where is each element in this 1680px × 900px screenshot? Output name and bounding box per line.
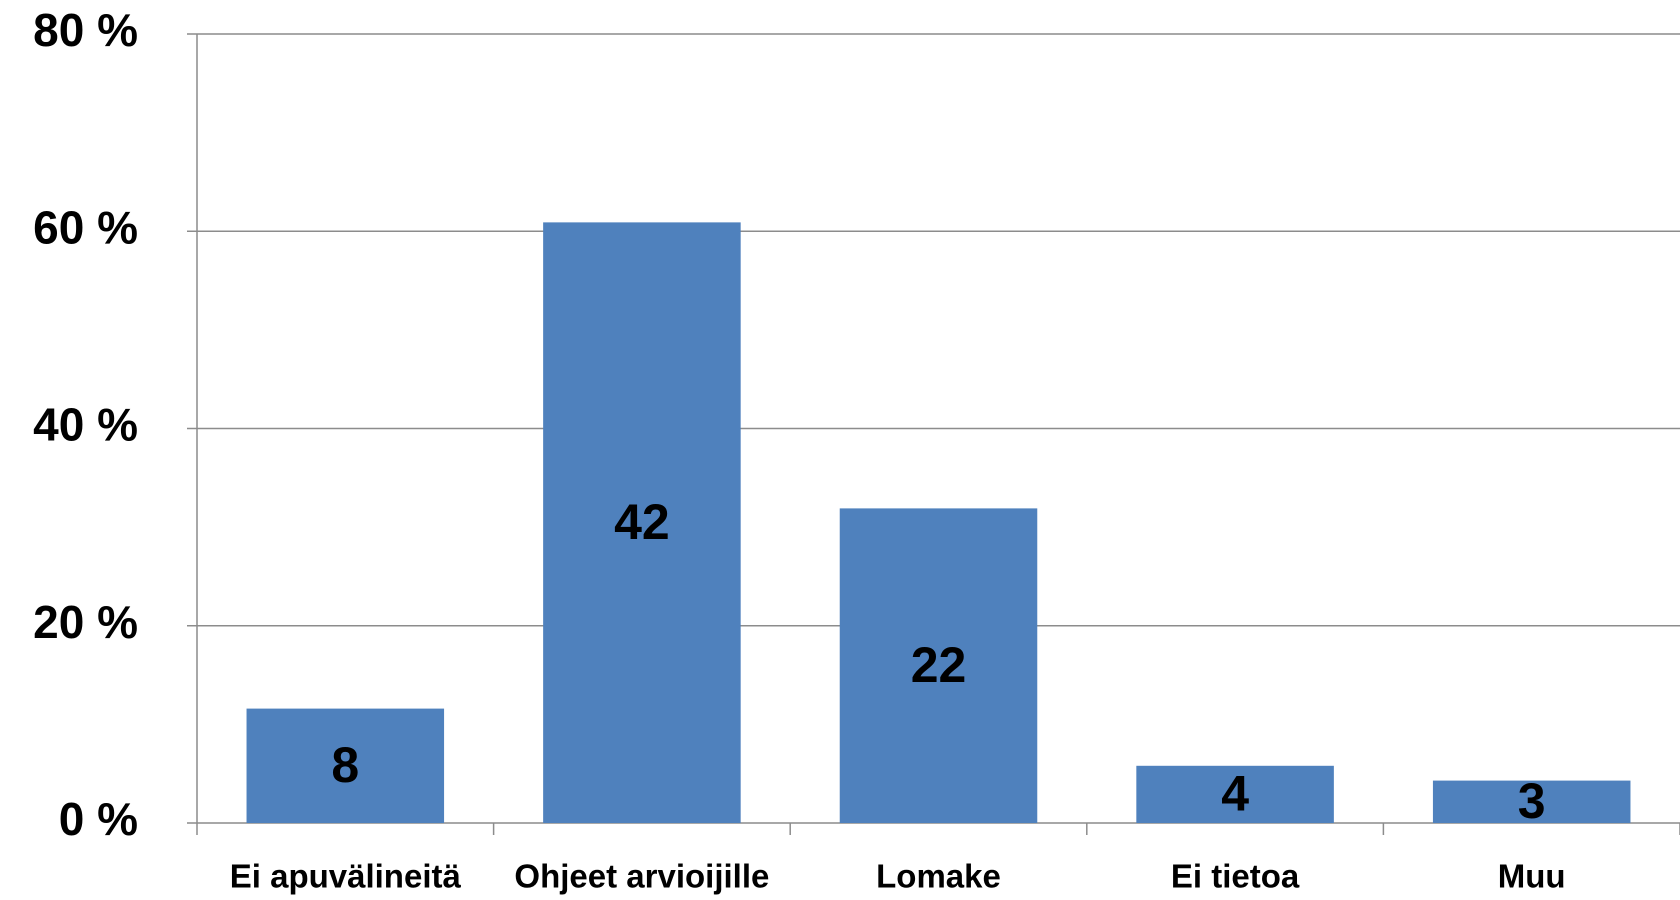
x-tick-label: Lomake bbox=[876, 858, 1001, 895]
x-tick-label: Ei tietoa bbox=[1171, 858, 1300, 895]
data-label: 3 bbox=[1518, 773, 1546, 829]
bar bbox=[1432, 780, 1631, 823]
bar bbox=[543, 222, 741, 823]
x-tick-label: Ohjeet arvioijille bbox=[514, 858, 769, 895]
data-label: 4 bbox=[1221, 766, 1249, 822]
bar bbox=[839, 508, 1038, 823]
bar bbox=[246, 708, 445, 823]
data-label: 8 bbox=[331, 737, 359, 793]
y-tick-label: 20 % bbox=[33, 596, 138, 648]
x-tick-label: Muu bbox=[1498, 858, 1566, 895]
x-tick-label: Ei apuvälineitä bbox=[230, 858, 462, 895]
data-label: 22 bbox=[911, 637, 967, 693]
data-label: 42 bbox=[614, 494, 670, 550]
y-tick-label: 40 % bbox=[33, 399, 138, 451]
bar bbox=[1136, 765, 1334, 823]
y-tick-label: 80 % bbox=[33, 4, 138, 56]
y-tick-label: 0 % bbox=[59, 793, 138, 845]
y-tick-label: 60 % bbox=[33, 201, 138, 253]
